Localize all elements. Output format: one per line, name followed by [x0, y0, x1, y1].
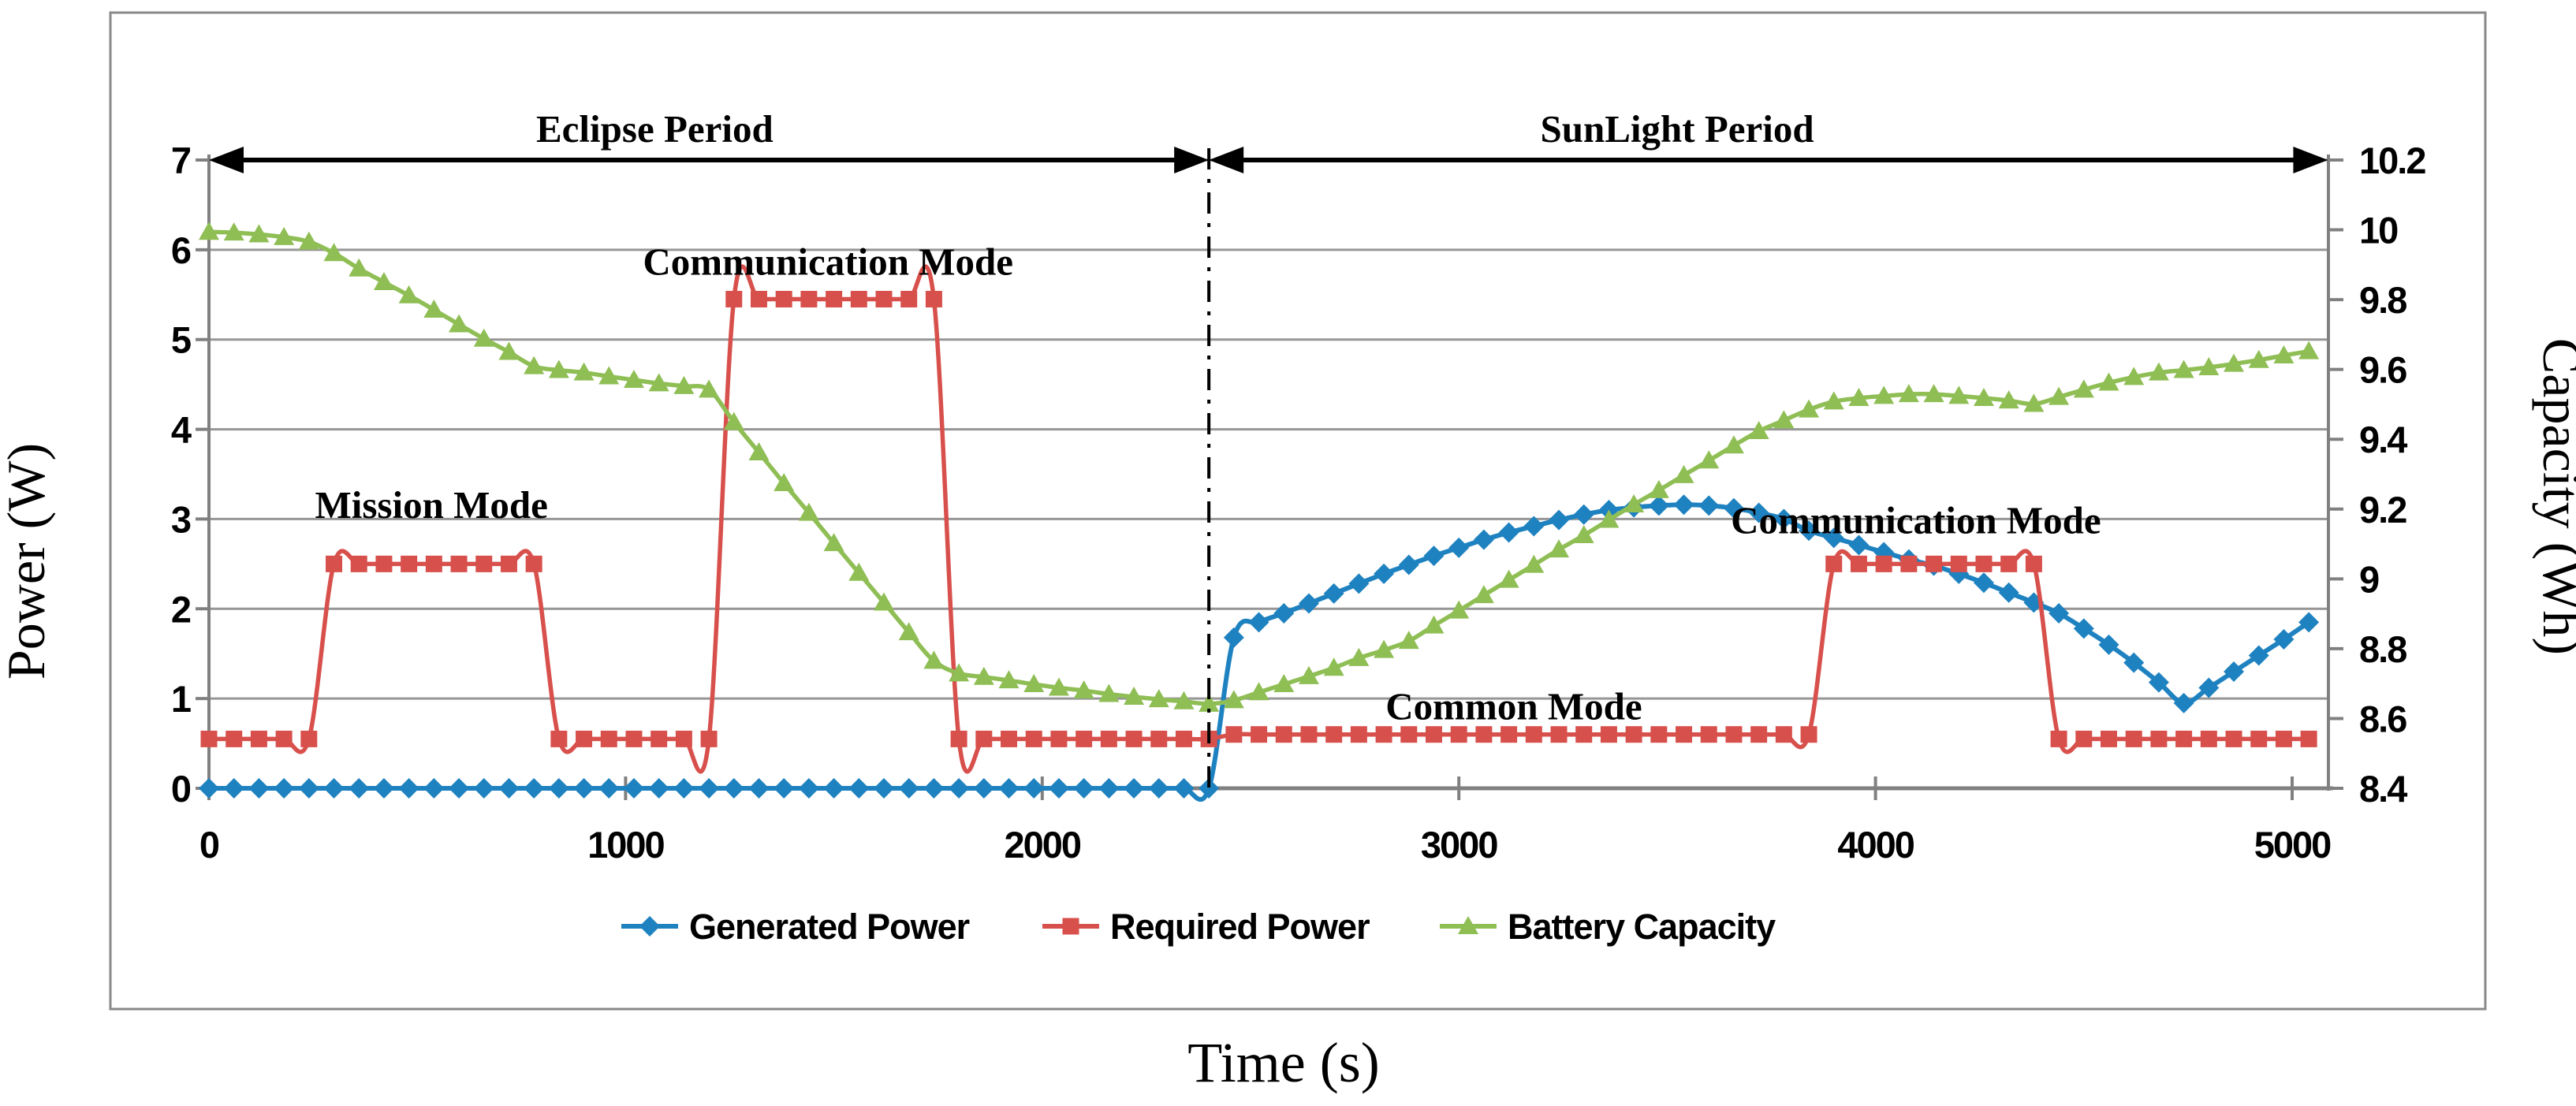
- left-axis-tick-label: 2: [171, 588, 191, 630]
- legend-label: Generated Power: [689, 907, 970, 947]
- chart-border: [109, 11, 2487, 1011]
- left-axis-tick-label: 3: [171, 498, 191, 540]
- left-axis-tick-label: 7: [171, 140, 191, 181]
- required-power-series: [200, 264, 2317, 774]
- x-axis-tick-label: 3000: [1421, 824, 1497, 866]
- right-axis-tick-label: 8.4: [2359, 768, 2407, 810]
- generated-power-series: [199, 494, 2320, 803]
- battery-capacity-series-markers: [199, 222, 2320, 712]
- mission-mode-label: Mission Mode: [315, 483, 547, 527]
- left-axis-tick-label: 1: [171, 678, 191, 720]
- communication-mode-2-label: Communication Mode: [1731, 499, 2101, 542]
- right-axis-tick-label: 8.6: [2359, 698, 2406, 739]
- right-axis-tick-label: 10.2: [2359, 140, 2425, 181]
- x-axis-tick-label: 1000: [587, 824, 664, 866]
- eclipse-period-label: Eclipse Period: [536, 107, 774, 151]
- left-axis-tick-label: 0: [171, 768, 191, 810]
- x-axis-tick-label: 0: [199, 824, 219, 866]
- period-arrows: [209, 147, 2328, 173]
- left-axis-tick-label: 4: [171, 409, 192, 451]
- right-axis-tick-label: 9.6: [2359, 349, 2406, 391]
- legend-item-battery-capacity: Battery Capacity: [1440, 907, 1776, 947]
- common-mode-label: Common Mode: [1385, 684, 1642, 728]
- battery-capacity-series: [199, 222, 2320, 712]
- legend-item-generated-power: Generated Power: [621, 907, 971, 947]
- legend-item-required-power: Required Power: [1042, 907, 1370, 947]
- communication-mode-1-label: Communication Mode: [643, 240, 1013, 284]
- right-axis-tick-label: 8.8: [2359, 628, 2406, 670]
- legend-label: Required Power: [1110, 907, 1370, 947]
- right-axis-tick-label: 9.4: [2359, 419, 2407, 460]
- legend-label: Battery Capacity: [1508, 907, 1776, 947]
- left-axis-title: Power (W): [0, 443, 56, 680]
- x-axis-tick-label: 5000: [2254, 824, 2331, 866]
- x-axis-title: Time (s): [1187, 1031, 1379, 1094]
- x-axis-tick-label: 4000: [1837, 824, 1914, 866]
- right-axis-tick-label: 9.8: [2359, 279, 2406, 321]
- right-axis-tick-label: 10: [2359, 210, 2398, 251]
- generated-power-series-markers: [199, 494, 2320, 799]
- right-axis-title: Capacity (Wh): [2532, 338, 2576, 655]
- left-axis-tick-label: 5: [171, 319, 191, 361]
- x-axis-tick-label: 2000: [1005, 824, 1081, 866]
- right-axis-tick-label: 9.2: [2359, 489, 2406, 531]
- left-axis-tick-label: 6: [171, 229, 191, 271]
- legend: Generated Power Required Power Battery Cap…: [621, 907, 1776, 947]
- right-axis-tick-label: 9: [2359, 558, 2379, 600]
- sunlight-period-label: SunLight Period: [1540, 107, 1814, 151]
